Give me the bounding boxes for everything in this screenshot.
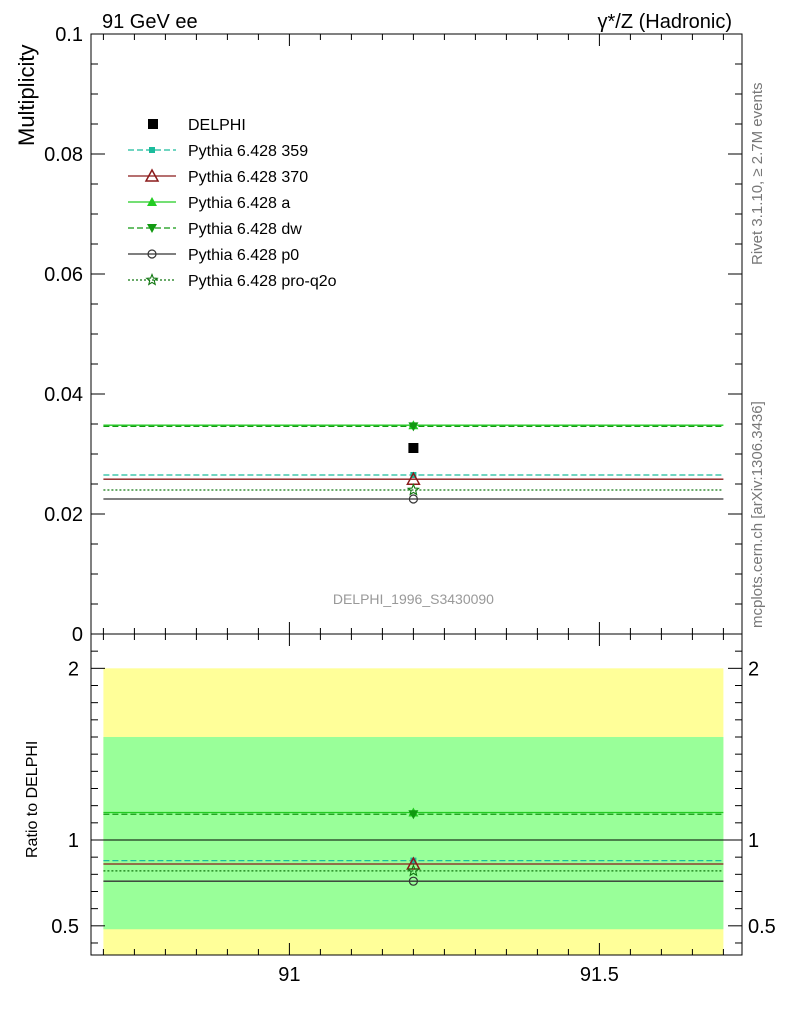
header-left-label: 91 GeV ee bbox=[102, 11, 198, 33]
y-tick-label: 0.06 bbox=[44, 264, 83, 286]
legend-label: Pythia 6.428 370 bbox=[188, 169, 308, 186]
y-tick-label: 0.08 bbox=[44, 144, 83, 166]
legend-marker bbox=[147, 224, 157, 233]
y-tick-label: 0.02 bbox=[44, 504, 83, 526]
ratio-series-marker bbox=[408, 810, 419, 820]
main-y-axis-label: Multiplicity bbox=[14, 45, 39, 146]
header-right-label: γ*/Z (Hadronic) bbox=[598, 11, 732, 33]
legend-label: Pythia 6.428 dw bbox=[188, 221, 302, 238]
analysis-label: DELPHI_1996_S3430090 bbox=[333, 591, 494, 607]
legend-label: Pythia 6.428 359 bbox=[188, 143, 308, 160]
legend-marker bbox=[148, 119, 158, 129]
ratio-series-marker bbox=[406, 856, 421, 870]
data-point bbox=[408, 443, 419, 453]
legend-label: Pythia 6.428 pro-q2o bbox=[188, 273, 337, 290]
ratio-plot-frame bbox=[90, 633, 743, 956]
ratio-series-marker bbox=[410, 857, 417, 864]
legend-marker bbox=[145, 272, 159, 286]
legend-marker bbox=[149, 147, 155, 153]
series-marker bbox=[406, 482, 421, 496]
ratio-y-tick-label-right: 2 bbox=[748, 658, 759, 680]
y-tick-label: 0.1 bbox=[55, 24, 83, 46]
mcplots-side-label: mcplots.cern.ch [arXiv:1306.3436] bbox=[749, 401, 766, 628]
ratio-y-tick-label: 0.5 bbox=[51, 916, 79, 938]
ratio-series-marker bbox=[406, 863, 420, 877]
series-marker bbox=[410, 472, 417, 478]
series-marker bbox=[408, 422, 419, 432]
ratio-panel: 0.5 0.5 1 1 2 2 91 91.5 Ratio to DELPHI bbox=[24, 633, 776, 986]
x-tick-label: 91.5 bbox=[580, 964, 619, 986]
legend-marker bbox=[147, 197, 157, 206]
main-panel: 0 0.02 0.04 0.06 0.08 0.1 Multiplicity DELPHI_1… bbox=[14, 24, 743, 646]
legend-label: Pythia 6.428 a bbox=[188, 195, 290, 212]
legend: DELPHI Pythia 6.428 359 Pythia 6.428 370 Py… bbox=[128, 117, 337, 290]
ratio-y-tick-label: 1 bbox=[68, 830, 79, 852]
ratio-y-tick-label: 2 bbox=[68, 658, 79, 680]
rivet-side-label: Rivet 3.1.10, ≥ 2.7M events bbox=[749, 83, 766, 266]
legend-label: DELPHI bbox=[188, 117, 246, 134]
y-tick-label: 0.04 bbox=[44, 384, 83, 406]
ratio-y-axis-label: Ratio to DELPHI bbox=[24, 741, 41, 858]
y-tick-label: 0 bbox=[72, 624, 83, 646]
legend-marker bbox=[147, 249, 157, 259]
uncertainty-band bbox=[103, 736, 724, 930]
series-marker bbox=[408, 494, 418, 504]
x-tick-label: 91 bbox=[278, 964, 300, 986]
legend-marker bbox=[144, 168, 160, 182]
ratio-y-tick-label-right: 1 bbox=[748, 830, 759, 852]
ratio-series-marker bbox=[408, 876, 418, 886]
legend-label: Pythia 6.428 p0 bbox=[188, 247, 299, 264]
ratio-y-tick-label-right: 0.5 bbox=[748, 916, 776, 938]
